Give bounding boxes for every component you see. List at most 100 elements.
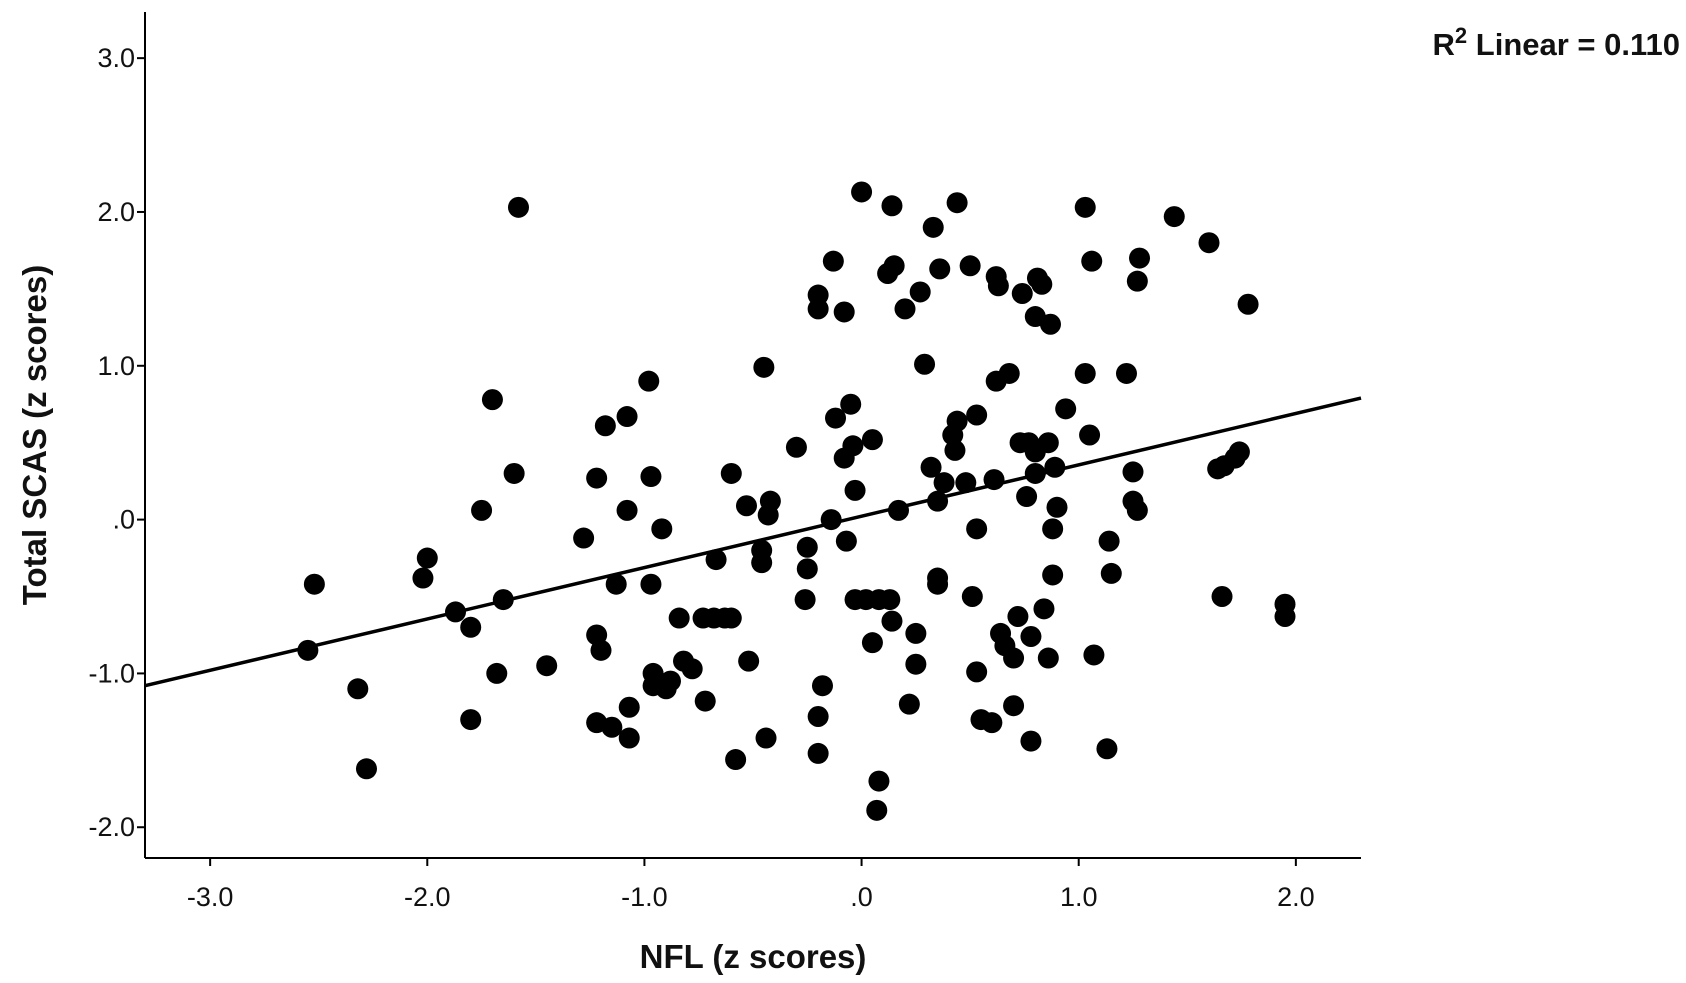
- data-point: [927, 573, 949, 595]
- data-point: [807, 298, 829, 320]
- data-point: [844, 479, 866, 501]
- data-point: [842, 435, 864, 457]
- data-point: [794, 589, 816, 611]
- data-point: [1198, 232, 1220, 254]
- data-point: [922, 216, 944, 238]
- x-tick-label: -1.0: [621, 882, 668, 912]
- data-point: [720, 607, 742, 629]
- data-point: [920, 456, 942, 478]
- data-point: [881, 610, 903, 632]
- data-point: [1007, 606, 1029, 628]
- r-squared-annotation: R2 Linear = 0.110: [1433, 23, 1680, 62]
- data-point: [955, 472, 977, 494]
- data-point: [861, 632, 883, 654]
- x-tick-label: -3.0: [187, 882, 234, 912]
- data-point: [1037, 647, 1059, 669]
- data-point: [1211, 586, 1233, 608]
- data-point: [616, 499, 638, 521]
- data-point: [638, 370, 660, 392]
- fit-line-group: [144, 396, 1362, 688]
- data-point: [820, 509, 842, 531]
- data-point: [866, 799, 888, 821]
- data-point: [1126, 270, 1148, 292]
- data-point: [1042, 564, 1064, 586]
- data-point: [883, 255, 905, 277]
- data-point: [618, 727, 640, 749]
- data-point: [1039, 313, 1061, 335]
- data-point: [796, 558, 818, 580]
- data-point: [929, 258, 951, 280]
- y-tick-label: 3.0: [97, 43, 135, 73]
- data-point: [651, 518, 673, 540]
- data-point: [840, 393, 862, 415]
- y-tick-label: -1.0: [88, 658, 135, 688]
- data-point: [879, 589, 901, 611]
- y-tick-label: 1.0: [97, 351, 135, 381]
- data-point: [835, 530, 857, 552]
- data-point: [796, 536, 818, 558]
- data-point: [961, 586, 983, 608]
- data-point: [807, 705, 829, 727]
- data-point: [605, 573, 627, 595]
- data-point: [460, 616, 482, 638]
- data-point: [347, 678, 369, 700]
- data-point: [833, 301, 855, 323]
- data-point: [894, 298, 916, 320]
- data-point: [594, 415, 616, 437]
- data-point: [1031, 273, 1053, 295]
- y-tick-label: 2.0: [97, 197, 135, 227]
- data-point: [914, 353, 936, 375]
- data-point: [355, 758, 377, 780]
- data-point: [725, 749, 747, 771]
- data-point: [1046, 496, 1068, 518]
- data-point: [966, 661, 988, 683]
- data-point: [738, 650, 760, 672]
- data-point: [905, 653, 927, 675]
- data-point: [966, 404, 988, 426]
- data-point: [1079, 424, 1101, 446]
- data-point: [755, 727, 777, 749]
- data-point: [618, 696, 640, 718]
- data-point: [460, 709, 482, 731]
- data-points: [297, 181, 1296, 821]
- data-point: [759, 490, 781, 512]
- data-point: [303, 573, 325, 595]
- y-axis-label: Total SCAS (z scores): [16, 265, 53, 605]
- y-tick-label: .0: [112, 505, 135, 535]
- data-point: [640, 573, 662, 595]
- data-point: [1129, 247, 1151, 269]
- data-point: [1083, 644, 1105, 666]
- data-point: [998, 362, 1020, 384]
- data-point: [1003, 695, 1025, 717]
- data-point: [753, 356, 775, 378]
- data-point: [807, 742, 829, 764]
- data-point: [822, 250, 844, 272]
- data-point: [1074, 196, 1096, 218]
- x-tick-label: 1.0: [1060, 882, 1098, 912]
- data-point: [933, 472, 955, 494]
- data-point: [785, 436, 807, 458]
- data-point: [1020, 626, 1042, 648]
- data-point: [987, 275, 1009, 297]
- data-point: [503, 462, 525, 484]
- data-point: [946, 410, 968, 432]
- data-point: [601, 716, 623, 738]
- data-point: [1163, 206, 1185, 228]
- data-point: [1042, 518, 1064, 540]
- data-point: [735, 495, 757, 517]
- data-point: [1074, 362, 1096, 384]
- data-point: [944, 439, 966, 461]
- data-point: [811, 675, 833, 697]
- data-point: [1228, 441, 1250, 463]
- data-point: [1020, 730, 1042, 752]
- data-point: [1274, 606, 1296, 628]
- data-point: [640, 466, 662, 488]
- data-point: [981, 712, 1003, 734]
- x-axis-ticks: -3.0 -2.0 -1.0 .0 1.0 2.0: [187, 858, 1315, 912]
- x-tick-label: 2.0: [1277, 882, 1315, 912]
- data-point: [536, 655, 558, 677]
- data-point: [1011, 282, 1033, 304]
- x-tick-label: .0: [850, 882, 873, 912]
